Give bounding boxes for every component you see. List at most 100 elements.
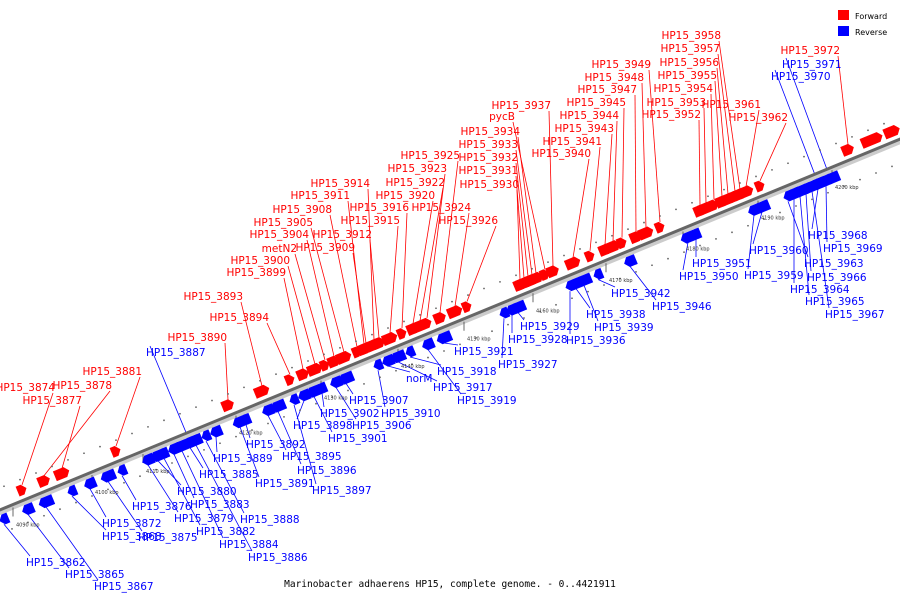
gene-label-hp15-3959[interactable]: HP15_3959: [744, 270, 804, 282]
gene-label-hp15-3925[interactable]: HP15_3925: [400, 150, 460, 162]
gene-label-hp15-3963[interactable]: HP15_3963: [804, 258, 864, 270]
gene-label-hp15-3966[interactable]: HP15_3966: [807, 272, 867, 284]
gene-label-hp15-3906[interactable]: HP15_3906: [352, 420, 412, 432]
gene-label-hp15-3938[interactable]: HP15_3938: [586, 309, 646, 321]
gene-label-hp15-3941[interactable]: HP15_3941: [542, 136, 602, 148]
gene-label-hp15-3865[interactable]: HP15_3865: [65, 569, 125, 581]
gene-label-hp15-3916[interactable]: HP15_3916: [349, 202, 409, 214]
gene-label-hp15-3878[interactable]: HP15_3878: [52, 380, 112, 392]
gene-label-hp15-3924[interactable]: HP15_3924: [411, 202, 471, 214]
gene-label-hp15-3930[interactable]: HP15_3930: [459, 179, 519, 191]
gene-label-hp15-3892[interactable]: HP15_3892: [246, 439, 306, 451]
gene-label-hp15-3894[interactable]: HP15_3894: [209, 312, 269, 324]
gene-label-hp15-3899[interactable]: HP15_3899: [226, 267, 286, 279]
gene-label-hp15-3928[interactable]: HP15_3928: [508, 334, 568, 346]
gene-label-hp15-3945[interactable]: HP15_3945: [566, 97, 626, 109]
gene-label-hp15-3904[interactable]: HP15_3904: [249, 229, 309, 241]
gene-label-norm[interactable]: norM: [406, 373, 432, 385]
gene-label-hp15-3939[interactable]: HP15_3939: [594, 322, 654, 334]
gene-label-hp15-3881[interactable]: HP15_3881: [82, 366, 142, 378]
gene-label-hp15-3882[interactable]: HP15_3882: [196, 526, 256, 538]
gene-label-hp15-3969[interactable]: HP15_3969: [823, 243, 883, 255]
gene-label-hp15-3880[interactable]: HP15_3880: [177, 486, 237, 498]
gene-label-hp15-3874[interactable]: HP15_3874: [0, 382, 55, 394]
gene-label-hp15-3875[interactable]: HP15_3875: [138, 532, 198, 544]
gene-label-hp15-3877[interactable]: HP15_3877: [22, 395, 82, 407]
gene-label-hp15-3949[interactable]: HP15_3949: [591, 59, 651, 71]
gene-label-hp15-3918[interactable]: HP15_3918: [437, 366, 497, 378]
gene-label-hp15-3868[interactable]: HP15_3868: [102, 531, 162, 543]
gene-label-hp15-3889[interactable]: HP15_3889: [213, 453, 273, 465]
gene-label-hp15-3952[interactable]: HP15_3952: [641, 109, 701, 121]
gene-label-hp15-3921[interactable]: HP15_3921: [454, 346, 514, 358]
gene-label-hp15-3920[interactable]: HP15_3920: [375, 190, 435, 202]
gene-label-hp15-3891[interactable]: HP15_3891: [255, 478, 315, 490]
gene-label-hp15-3896[interactable]: HP15_3896: [297, 465, 357, 477]
gene-label-hp15-3948[interactable]: HP15_3948: [584, 72, 644, 84]
gene-label-hp15-3887[interactable]: HP15_3887: [146, 347, 206, 359]
gene-label-hp15-3926[interactable]: HP15_3926: [438, 215, 498, 227]
gene-label-hp15-3932[interactable]: HP15_3932: [458, 152, 518, 164]
gene-label-hp15-3967[interactable]: HP15_3967: [825, 309, 885, 321]
gene-label-hp15-3922[interactable]: HP15_3922: [385, 177, 445, 189]
gene-label-hp15-3895[interactable]: HP15_3895: [282, 451, 342, 463]
gene-label-hp15-3931[interactable]: HP15_3931: [458, 165, 518, 177]
gene-label-hp15-3940[interactable]: HP15_3940: [531, 148, 591, 160]
gene-label-hp15-3902[interactable]: HP15_3902: [320, 408, 380, 420]
gene-label-hp15-3914[interactable]: HP15_3914: [310, 178, 370, 190]
gene-label-hp15-3911[interactable]: HP15_3911: [290, 190, 350, 202]
gene-label-hp15-3950[interactable]: HP15_3950: [679, 271, 739, 283]
gene-label-hp15-3908[interactable]: HP15_3908: [272, 204, 332, 216]
gene-label-hp15-3897[interactable]: HP15_3897: [312, 485, 372, 497]
gene-label-hp15-3886[interactable]: HP15_3886: [248, 552, 308, 564]
gene-label-hp15-3898[interactable]: HP15_3898: [293, 420, 353, 432]
gene-label-hp15-3915[interactable]: HP15_3915: [340, 215, 400, 227]
gene-label-hp15-3901[interactable]: HP15_3901: [328, 433, 388, 445]
gene-label-hp15-3943[interactable]: HP15_3943: [554, 123, 614, 135]
gene-label-hp15-3929[interactable]: HP15_3929: [520, 321, 580, 333]
gene-label-hp15-3971[interactable]: HP15_3971: [782, 59, 842, 71]
gene-label-hp15-3955[interactable]: HP15_3955: [657, 70, 717, 82]
gene-label-hp15-3951[interactable]: HP15_3951: [692, 258, 752, 270]
gene-label-hp15-3944[interactable]: HP15_3944: [559, 110, 619, 122]
gene-label-hp15-3909[interactable]: HP15_3909: [295, 242, 355, 254]
gene-label-hp15-3960[interactable]: HP15_3960: [749, 245, 809, 257]
gene-label-hp15-3953[interactable]: HP15_3953: [646, 97, 706, 109]
gene-label-hp15-3907[interactable]: HP15_3907: [349, 395, 409, 407]
gene-label-hp15-3885[interactable]: HP15_3885: [199, 469, 259, 481]
gene-label-pycb[interactable]: pycB: [489, 111, 515, 123]
gene-label-hp15-3888[interactable]: HP15_3888: [240, 514, 300, 526]
gene-label-hp15-3933[interactable]: HP15_3933: [458, 139, 518, 151]
gene-label-hp15-3872[interactable]: HP15_3872: [102, 518, 162, 530]
gene-label-hp15-3890[interactable]: HP15_3890: [167, 332, 227, 344]
gene-label-hp15-3957[interactable]: HP15_3957: [660, 43, 720, 55]
gene-label-hp15-3912[interactable]: HP15_3912: [312, 229, 372, 241]
gene-label-hp15-3883[interactable]: HP15_3883: [190, 499, 250, 511]
gene-label-hp15-3905[interactable]: HP15_3905: [253, 217, 313, 229]
gene-label-hp15-3968[interactable]: HP15_3968: [808, 230, 868, 242]
gene-label-hp15-3917[interactable]: HP15_3917: [433, 382, 493, 394]
gene-label-hp15-3927[interactable]: HP15_3927: [498, 359, 558, 371]
gene-label-hp15-3937[interactable]: HP15_3937: [491, 100, 551, 112]
gene-label-hp15-3964[interactable]: HP15_3964: [790, 284, 850, 296]
gene-label-hp15-3867[interactable]: HP15_3867: [94, 581, 154, 593]
gene-label-hp15-3879[interactable]: HP15_3879: [174, 513, 234, 525]
gene-label-hp15-3936[interactable]: HP15_3936: [566, 335, 626, 347]
gene-label-hp15-3962[interactable]: HP15_3962: [728, 112, 788, 124]
gene-label-hp15-3946[interactable]: HP15_3946: [652, 301, 712, 313]
gene-label-hp15-3942[interactable]: HP15_3942: [611, 288, 671, 300]
gene-label-hp15-3956[interactable]: HP15_3956: [659, 57, 719, 69]
gene-label-metn2[interactable]: metN2: [262, 243, 297, 255]
gene-label-hp15-3884[interactable]: HP15_3884: [219, 539, 279, 551]
gene-label-hp15-3910[interactable]: HP15_3910: [381, 408, 441, 420]
gene-label-hp15-3893[interactable]: HP15_3893: [183, 291, 243, 303]
gene-label-hp15-3958[interactable]: HP15_3958: [661, 30, 721, 42]
gene-label-hp15-3954[interactable]: HP15_3954: [653, 83, 713, 95]
gene-label-hp15-3972[interactable]: HP15_3972: [780, 45, 840, 57]
gene-label-hp15-3961[interactable]: HP15_3961: [701, 99, 761, 111]
gene-label-hp15-3900[interactable]: HP15_3900: [230, 255, 290, 267]
gene-label-hp15-3862[interactable]: HP15_3862: [26, 557, 86, 569]
gene-label-hp15-3965[interactable]: HP15_3965: [805, 296, 865, 308]
gene-label-hp15-3970[interactable]: HP15_3970: [771, 71, 831, 83]
gene-label-hp15-3923[interactable]: HP15_3923: [387, 163, 447, 175]
